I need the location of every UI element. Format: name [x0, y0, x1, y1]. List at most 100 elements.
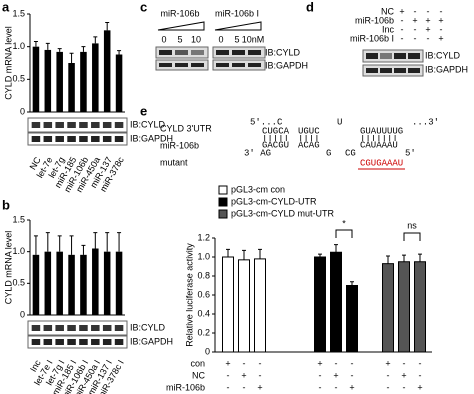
panel-letter: a: [2, 0, 10, 14]
error-bar: [57, 48, 62, 52]
bar: [222, 256, 234, 353]
annotation: *: [342, 218, 346, 228]
blot-band: [67, 122, 76, 128]
blot-band: [159, 50, 172, 55]
utr-sequence: 5'...C: [250, 117, 283, 127]
blot-band: [114, 136, 124, 142]
row-label: NC: [381, 6, 394, 16]
sequence-label: mutant: [160, 157, 188, 167]
mir-sequence: 3' AG: [244, 148, 271, 158]
utr-sequence: UGUC: [298, 126, 320, 136]
row-sign: +: [412, 15, 417, 25]
bar: [56, 51, 63, 112]
blot-band: [248, 63, 261, 67]
row-sign: -: [401, 15, 404, 25]
blot-band: [175, 63, 188, 67]
blot: [27, 320, 128, 336]
dose-wedge: [214, 21, 262, 31]
dose-label: 10: [191, 34, 201, 44]
row-sign: -: [427, 33, 430, 43]
condition-sign: +: [241, 370, 246, 380]
error-bar: [117, 50, 122, 55]
condition-sign: +: [349, 382, 354, 392]
utr-sequence: U: [337, 117, 342, 127]
blot-band: [31, 122, 41, 128]
blot-band: [67, 136, 76, 142]
condition-sign: +: [385, 358, 390, 368]
dose-label: 10nM: [242, 34, 265, 44]
legend-label: pGL3-cm-CYLD mut-UTR: [231, 208, 335, 218]
y-axis-label: CYLD mRNA level: [3, 231, 13, 305]
y-tick-label: 0.2: [197, 327, 210, 337]
error-bar: [318, 253, 322, 257]
condition-sign: -: [243, 382, 246, 392]
bar: [80, 254, 87, 315]
blot-band: [102, 339, 112, 345]
bar: [254, 258, 266, 353]
condition-sign: -: [259, 370, 262, 380]
blot-band: [216, 63, 229, 67]
bar: [330, 251, 342, 353]
blot-band: [91, 122, 100, 128]
mir-sequence: ACAG: [298, 140, 320, 150]
error-bar: [105, 232, 110, 252]
error-bar: [69, 52, 74, 63]
error-bar: [105, 21, 110, 31]
blot-label: IB:GAPDH: [130, 336, 173, 346]
y-tick-label: 1.0: [12, 246, 25, 256]
condition-sign: +: [317, 358, 322, 368]
y-tick-label: 1.0: [197, 251, 210, 261]
condition-sign: -: [319, 382, 322, 392]
blot-band: [216, 50, 229, 55]
condition-sign: -: [419, 370, 422, 380]
blot-band: [408, 68, 420, 73]
blot-band: [55, 122, 64, 128]
bar: [382, 263, 394, 353]
legend-swatch: [218, 185, 228, 195]
error-bar: [334, 244, 338, 253]
row-sign: -: [414, 33, 417, 43]
error-bar: [226, 248, 230, 257]
condition-sign: -: [335, 382, 338, 392]
bar: [346, 285, 358, 353]
dose-label: 0: [218, 34, 223, 44]
condition-label: NC: [192, 370, 205, 380]
dose-label: 0: [161, 34, 166, 44]
bar: [32, 46, 40, 112]
bar: [398, 261, 410, 353]
error-bar: [418, 253, 422, 262]
error-bar: [386, 255, 390, 264]
bar: [414, 261, 426, 353]
error-bar: [33, 235, 38, 255]
mir-sequence: G: [326, 148, 331, 158]
blot-band: [79, 339, 88, 345]
blot-band: [114, 122, 124, 128]
condition-sign: +: [401, 370, 406, 380]
error-bar: [402, 254, 406, 262]
blot-label: IB:CYLD: [265, 47, 301, 57]
error-bar: [350, 281, 354, 286]
error-bar: [258, 248, 262, 259]
blot-label: IB:GAPDH: [265, 60, 308, 70]
blot-band: [91, 136, 100, 142]
blot-label: IB:GAPDH: [130, 133, 173, 143]
y-tick-label: 1.5: [12, 8, 25, 18]
error-bar: [45, 232, 50, 252]
error-bar: [69, 235, 74, 255]
bar: [238, 259, 250, 353]
row-label: miR-106b I: [350, 33, 394, 43]
blot-band: [43, 339, 53, 345]
row-sign: +: [438, 15, 443, 25]
blot-band: [91, 339, 100, 345]
blot-band: [67, 325, 76, 331]
utr-sequence: CUGCA: [262, 126, 290, 136]
y-tick-label: 1.0: [12, 41, 25, 51]
bar: [115, 251, 123, 315]
row-sign: +: [425, 15, 430, 25]
blot-band: [408, 53, 420, 59]
blot-band: [380, 68, 392, 73]
y-axis-label: CYLD mRNA level: [3, 26, 13, 100]
mir-sequence: GACGU: [262, 140, 289, 150]
condition-sign: +: [333, 370, 338, 380]
